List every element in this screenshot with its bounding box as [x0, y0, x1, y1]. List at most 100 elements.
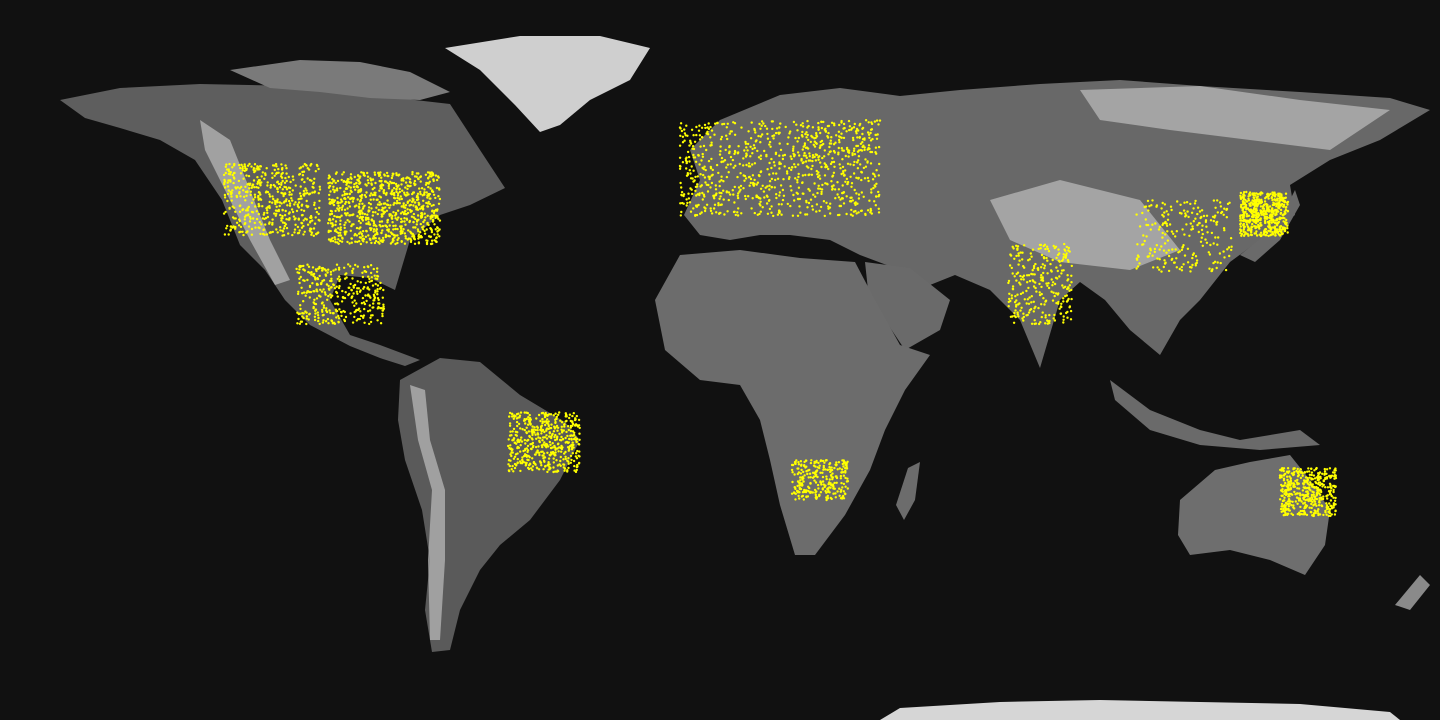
- observation-point: [1275, 210, 1278, 213]
- observation-point: [1316, 488, 1319, 492]
- observation-point: [1240, 203, 1243, 207]
- observation-point: [280, 217, 283, 220]
- observation-point: [1265, 195, 1268, 199]
- observation-point: [1283, 510, 1286, 513]
- observation-point: [1287, 498, 1291, 501]
- observation-point: [1007, 279, 1011, 283]
- observation-point: [1227, 246, 1231, 249]
- observation-point: [870, 191, 873, 194]
- observation-point: [541, 421, 544, 425]
- observation-point: [691, 192, 694, 196]
- observation-point: [335, 316, 338, 319]
- observation-point: [397, 192, 400, 195]
- observation-point: [1061, 284, 1064, 287]
- observation-point: [558, 446, 561, 449]
- observation-point: [774, 131, 778, 135]
- observation-point: [381, 312, 384, 315]
- observation-point: [381, 236, 385, 240]
- observation-point: [790, 492, 794, 495]
- observation-point: [519, 411, 523, 414]
- observation-point: [737, 145, 740, 148]
- observation-point: [1172, 232, 1175, 235]
- observation-point: [350, 289, 353, 292]
- observation-point: [1254, 209, 1258, 212]
- observation-point: [1320, 504, 1323, 507]
- observation-point: [438, 188, 441, 191]
- observation-point: [435, 178, 439, 182]
- observation-point: [1245, 221, 1248, 224]
- observation-point: [845, 195, 848, 198]
- observation-point: [744, 140, 747, 144]
- observation-point: [1254, 218, 1258, 221]
- observation-point: [303, 230, 306, 233]
- observation-point: [541, 417, 544, 421]
- observation-point: [1323, 472, 1327, 475]
- observation-point: [429, 242, 433, 246]
- observation-point: [417, 172, 420, 175]
- observation-point: [1164, 220, 1167, 224]
- observation-point: [268, 222, 271, 225]
- observation-point: [257, 186, 260, 189]
- observation-point: [1180, 265, 1184, 269]
- observation-point: [818, 466, 821, 470]
- observation-point: [1222, 213, 1225, 216]
- observation-point: [1244, 198, 1247, 202]
- observation-point: [236, 186, 239, 189]
- observation-point: [318, 219, 321, 222]
- observation-point: [1279, 212, 1282, 215]
- observation-point: [224, 165, 227, 168]
- observation-point: [328, 202, 331, 205]
- observation-point: [353, 304, 356, 307]
- observation-point: [759, 135, 762, 138]
- observation-point: [776, 177, 780, 180]
- observation-point: [875, 169, 878, 172]
- observation-point: [432, 193, 436, 196]
- observation-point: [357, 307, 361, 310]
- observation-point: [387, 183, 391, 186]
- observation-point: [1328, 510, 1331, 513]
- observation-point: [757, 134, 760, 138]
- observation-point: [1019, 283, 1022, 286]
- observation-point: [321, 301, 324, 304]
- observation-point: [720, 175, 723, 178]
- observation-point: [378, 242, 381, 245]
- observation-point: [1318, 513, 1322, 516]
- observation-point: [773, 186, 776, 189]
- observation-point: [559, 459, 562, 463]
- observation-point: [775, 196, 778, 200]
- observation-point: [379, 286, 382, 290]
- observation-point: [566, 469, 569, 472]
- observation-point: [829, 470, 832, 474]
- observation-point: [268, 200, 271, 204]
- observation-point: [508, 424, 512, 427]
- observation-point: [1275, 212, 1278, 215]
- observation-point: [842, 136, 846, 140]
- observation-point: [421, 226, 424, 229]
- observation-point: [253, 193, 257, 196]
- observation-point: [1191, 263, 1194, 267]
- observation-point: [848, 200, 852, 203]
- observation-point: [1254, 203, 1257, 207]
- observation-point: [380, 239, 384, 242]
- observation-point: [732, 193, 735, 196]
- observation-point: [1015, 299, 1018, 302]
- observation-point: [1287, 495, 1290, 498]
- observation-point: [745, 163, 748, 167]
- observation-point: [693, 156, 697, 159]
- observation-point: [258, 221, 261, 224]
- observation-point: [698, 163, 701, 166]
- observation-point: [268, 231, 271, 234]
- observation-point: [422, 220, 425, 224]
- observation-point: [679, 202, 682, 205]
- observation-point: [818, 174, 821, 177]
- observation-point: [225, 168, 229, 171]
- observation-point: [1212, 261, 1215, 265]
- observation-point: [365, 191, 368, 194]
- observation-point: [770, 185, 773, 189]
- observation-point: [818, 209, 821, 212]
- observation-point: [289, 180, 292, 184]
- landmass-japan: [1240, 190, 1300, 262]
- observation-point: [224, 171, 227, 175]
- observation-point: [526, 423, 530, 426]
- observation-point: [1287, 486, 1290, 489]
